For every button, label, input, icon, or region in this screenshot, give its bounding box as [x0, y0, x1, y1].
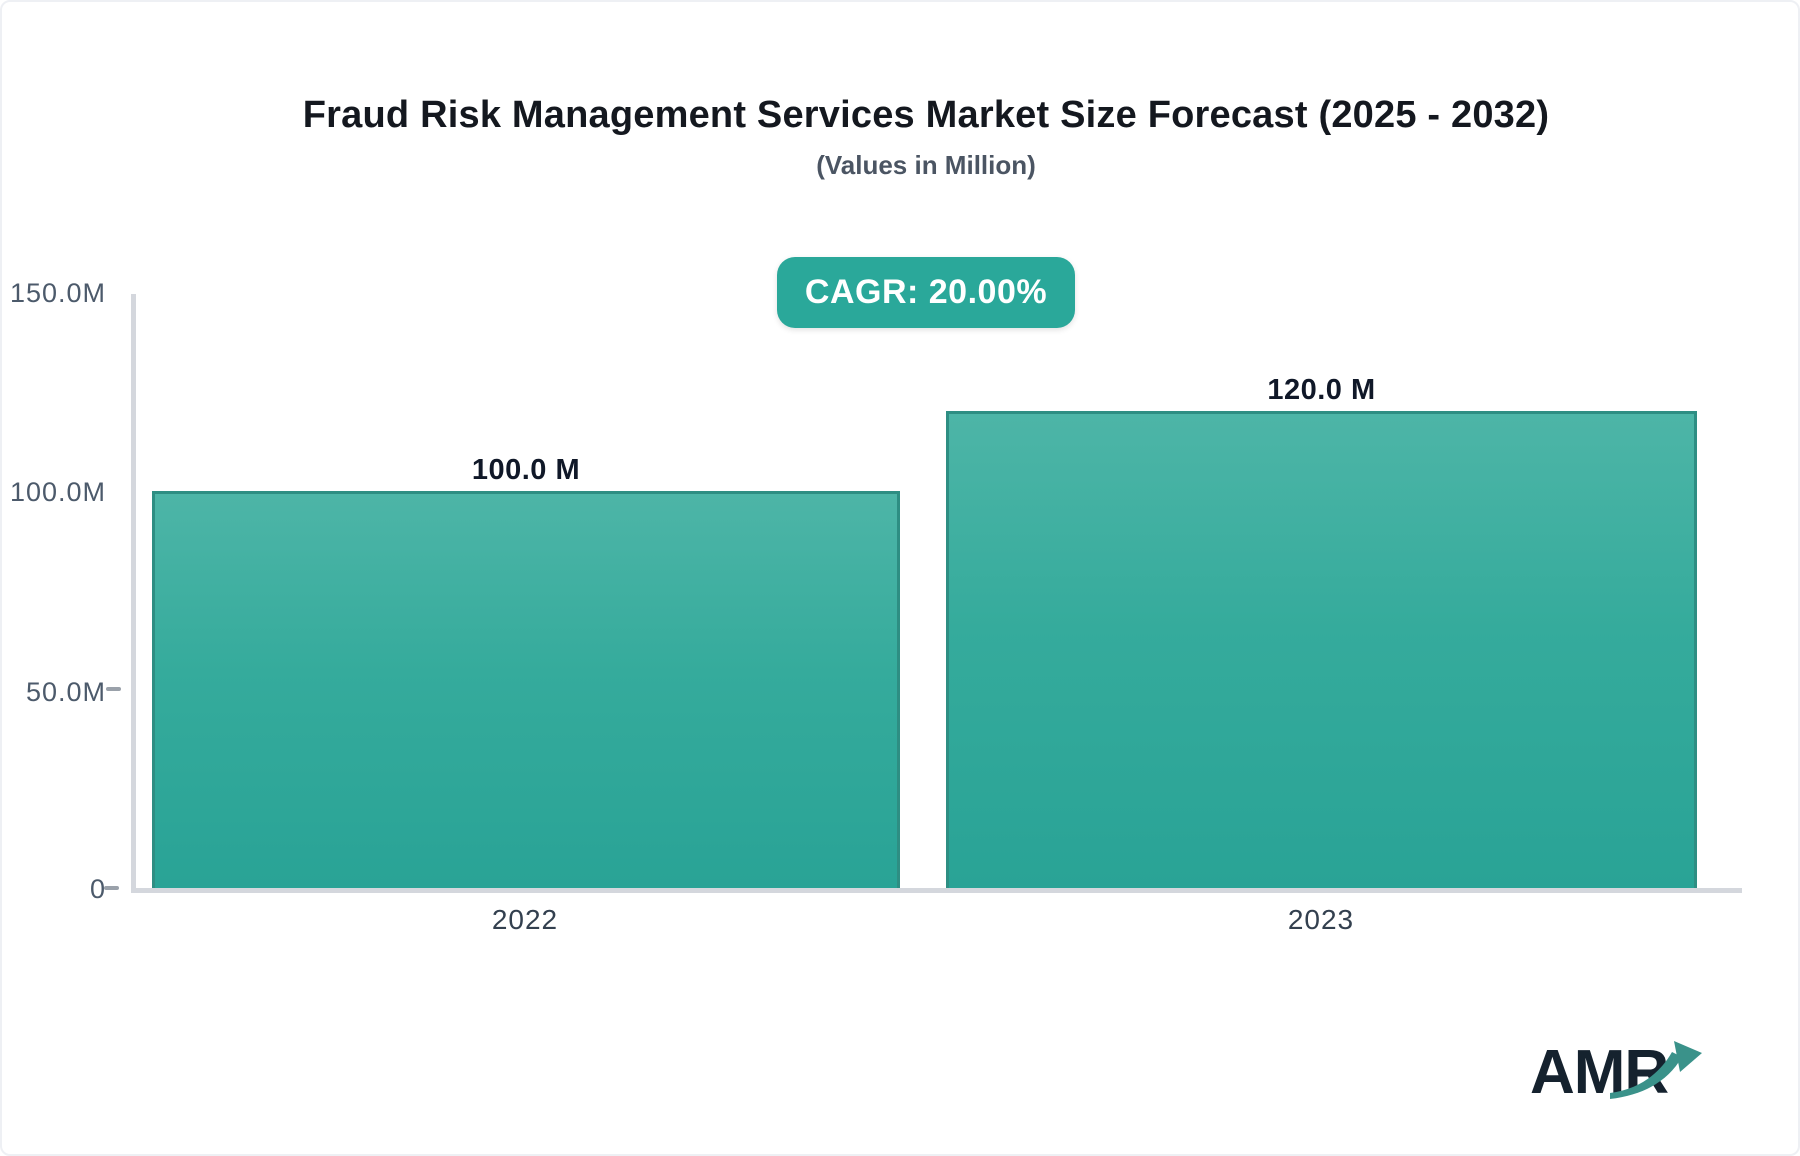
bar-value-2023: 120.0 M — [1267, 374, 1376, 406]
bar-2022[interactable] — [152, 491, 900, 888]
y-tick-label-50: 50.0M — [25, 677, 106, 707]
chart-title: Fraud Risk Management Services Market Si… — [302, 94, 1550, 136]
y-tick-mark-50 — [106, 687, 121, 691]
amr-logo: AMR — [1530, 1037, 1730, 1117]
chart-subtitle: (Values in Million) — [816, 150, 1036, 180]
bar-2023[interactable] — [946, 411, 1697, 888]
bar-value-2022: 100.0 M — [471, 454, 581, 486]
y-tick-label-150: 150.0M — [9, 278, 106, 308]
x-tick-label-2022: 2022 — [491, 904, 559, 935]
y-tick-label-0: 0 — [89, 874, 106, 904]
y-tick-label-100: 100.0M — [9, 477, 106, 507]
y-axis-line — [131, 294, 136, 893]
trend-up-arrow-icon — [1610, 1041, 1702, 1099]
x-axis-line — [131, 888, 1742, 893]
y-tick-mark-0 — [104, 886, 119, 890]
cagr-badge: CAGR: 20.00% — [777, 257, 1075, 328]
amr-logo-text: AMR — [1530, 1038, 1669, 1107]
x-tick-label-2023: 2023 — [1287, 904, 1355, 935]
